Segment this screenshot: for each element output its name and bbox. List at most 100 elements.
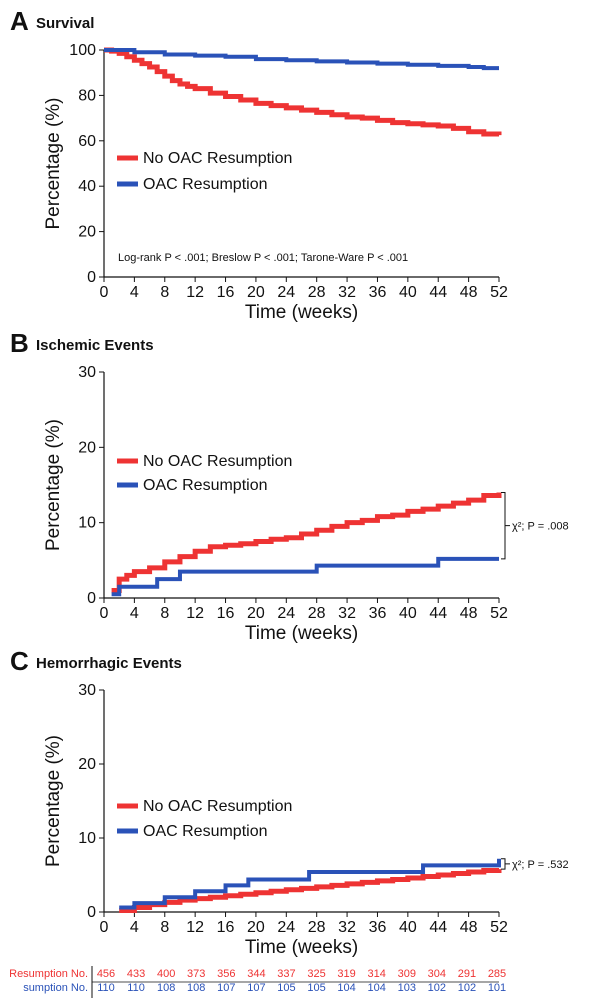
x-tick-label: 0 [100,605,109,622]
x-tick-label: 28 [308,605,326,622]
y-tick-label: 80 [78,87,96,104]
legend-label: No OAC Resumption [143,453,292,470]
x-tick-label: 28 [308,284,326,301]
y-axis-label: Percentage (%) [43,419,64,551]
legend-label: No OAC Resumption [143,798,292,815]
risk-cell: 108 [157,982,175,994]
panel-letter: A [10,6,29,36]
series-line-oac-resumption [104,48,499,71]
x-axis-label: Time (weeks) [245,302,358,323]
x-tick-label: 32 [338,605,356,622]
y-tick-label: 60 [78,133,96,150]
significance-bracket [501,858,510,870]
x-tick-label: 0 [100,919,109,936]
x-axis-label: Time (weeks) [245,937,358,958]
x-tick-label: 4 [130,284,139,301]
x-tick-label: 40 [399,284,417,301]
x-tick-label: 40 [399,605,417,622]
x-tick-label: 20 [247,919,265,936]
x-tick-label: 36 [369,919,387,936]
risk-cell: 433 [127,968,145,980]
x-tick-label: 12 [186,605,204,622]
y-tick-label: 20 [78,756,96,773]
x-tick-label: 16 [217,284,235,301]
x-tick-label: 4 [130,919,139,936]
legend-label: OAC Resumption [143,823,268,840]
risk-cell: 110 [127,982,145,994]
y-tick-label: 0 [87,590,96,607]
y-tick-label: 20 [78,439,96,456]
y-axis-label: Percentage (%) [43,735,64,867]
series-line-no-oac-resumption [119,868,502,914]
x-tick-label: 28 [308,919,326,936]
risk-cell: 285 [488,968,506,980]
risk-cell: 373 [187,968,205,980]
y-tick-label: 40 [78,178,96,195]
x-tick-label: 16 [217,919,235,936]
risk-cell: 103 [398,982,416,994]
series-line-no-oac-resumption [104,47,502,137]
x-tick-label: 24 [277,605,295,622]
y-tick-label: 100 [69,42,96,59]
legend-label: OAC Resumption [143,176,268,193]
x-tick-label: 12 [186,284,204,301]
x-tick-label: 24 [277,919,295,936]
risk-cell: 105 [307,982,325,994]
risk-cell: 314 [368,968,386,980]
y-tick-label: 20 [78,224,96,241]
risk-table: Resumption No. 456 433 400 373 356 344 337 325 31… [9,966,506,998]
risk-cell: 104 [368,982,386,994]
x-tick-label: 44 [429,919,447,936]
significance-bracket [501,492,510,560]
x-tick-label: 48 [460,284,478,301]
risk-cell: 456 [97,968,115,980]
risk-cell: 107 [247,982,265,994]
x-tick-label: 52 [490,605,508,622]
x-tick-label: 36 [369,605,387,622]
legend-label: OAC Resumption [143,477,268,494]
risk-cell: 309 [398,968,416,980]
p-value-annotation: Log-rank P < .001; Breslow P < .001; Tar… [118,252,408,264]
risk-cell: 101 [488,982,506,994]
risk-cell: 104 [337,982,355,994]
risk-cell: 110 [97,982,115,994]
x-tick-label: 40 [399,919,417,936]
risk-row-label: sumption No. [23,982,88,994]
risk-cell: 102 [428,982,446,994]
panel-title: Hemorrhagic Events [36,655,182,672]
x-tick-label: 16 [217,605,235,622]
risk-cell: 337 [277,968,295,980]
series-line-no-oac-resumption [111,492,502,593]
y-axis-label: Percentage (%) [43,97,64,229]
x-tick-label: 48 [460,919,478,936]
risk-cell: 344 [247,968,265,980]
y-tick-label: 30 [78,364,96,381]
x-tick-label: 8 [160,605,169,622]
x-axis-label: Time (weeks) [245,623,358,644]
risk-cell: 107 [217,982,235,994]
series-line-oac-resumption [111,556,499,597]
x-tick-label: 12 [186,919,204,936]
x-tick-label: 20 [247,284,265,301]
y-tick-label: 30 [78,682,96,699]
x-tick-label: 44 [429,605,447,622]
risk-cell: 108 [187,982,205,994]
panel-letter: C [10,646,29,676]
panel-title: Ischemic Events [36,337,154,354]
y-tick-label: 0 [87,904,96,921]
legend-label: No OAC Resumption [143,150,292,167]
x-tick-label: 8 [160,284,169,301]
risk-row-label: Resumption No. [9,968,88,980]
risk-cell: 291 [458,968,476,980]
x-tick-label: 48 [460,605,478,622]
risk-cell: 325 [307,968,325,980]
risk-cell: 304 [428,968,446,980]
x-tick-label: 4 [130,605,139,622]
risk-cell: 105 [277,982,295,994]
x-tick-label: 0 [100,284,109,301]
p-value-annotation: χ²; P = .532 [512,859,569,871]
